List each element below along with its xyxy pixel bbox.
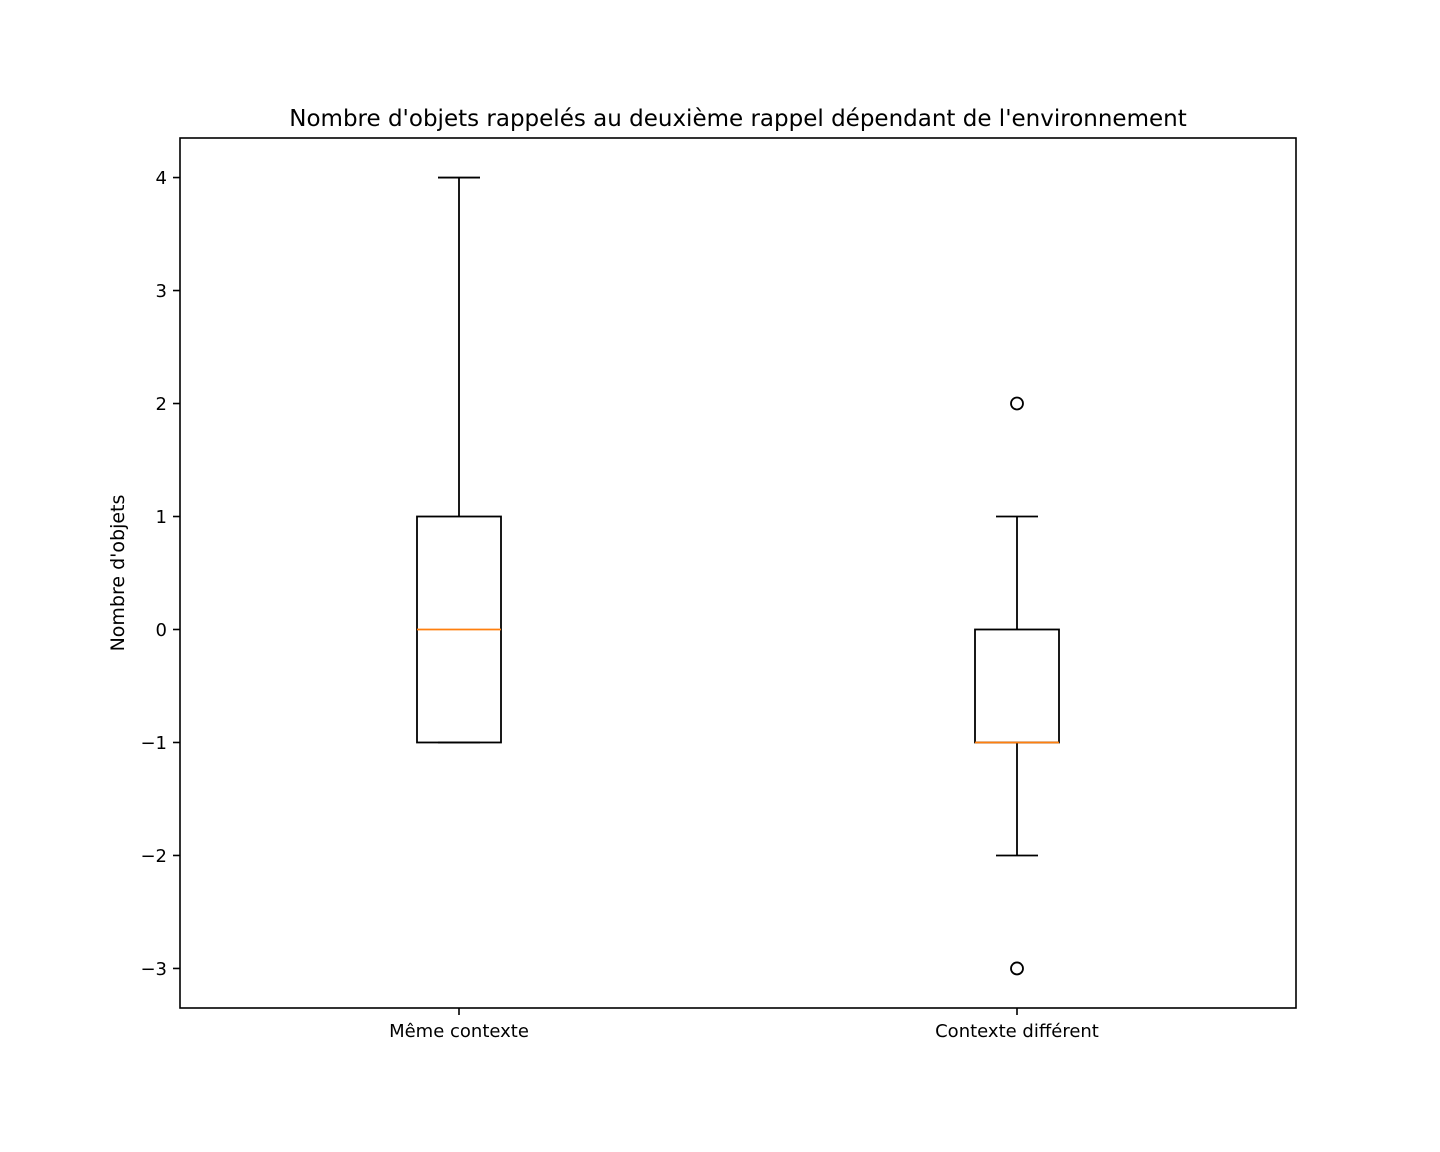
y-tick-label: 2 bbox=[156, 394, 167, 415]
box-group bbox=[974, 396, 1060, 976]
chart-title: Nombre d'objets rappelés au deuxième rap… bbox=[289, 106, 1186, 132]
plot-frame bbox=[179, 137, 1297, 1009]
x-tick-label: Contexte différent bbox=[935, 1021, 1099, 1042]
boxes-layer bbox=[416, 176, 1060, 976]
y-axis-label: Nombre d'objets bbox=[107, 495, 129, 652]
y-tick-label: 4 bbox=[156, 168, 167, 189]
y-tick-label: −1 bbox=[140, 733, 167, 754]
outlier-point bbox=[1010, 961, 1024, 976]
y-tick-label: 0 bbox=[156, 620, 167, 641]
x-tick-label: Même contexte bbox=[389, 1021, 529, 1042]
y-tick-label: 3 bbox=[156, 281, 167, 302]
box-group bbox=[416, 176, 502, 744]
y-tick-label: 1 bbox=[156, 507, 167, 528]
outlier-point bbox=[1010, 396, 1024, 411]
y-tick-label: −3 bbox=[140, 959, 167, 980]
y-tick-label: −2 bbox=[140, 846, 167, 867]
ticks-layer: −3 −2 −1 0 1 2 3 4 Même contexte Contexte différe… bbox=[140, 168, 1098, 1042]
iqr-box bbox=[974, 628, 1060, 744]
